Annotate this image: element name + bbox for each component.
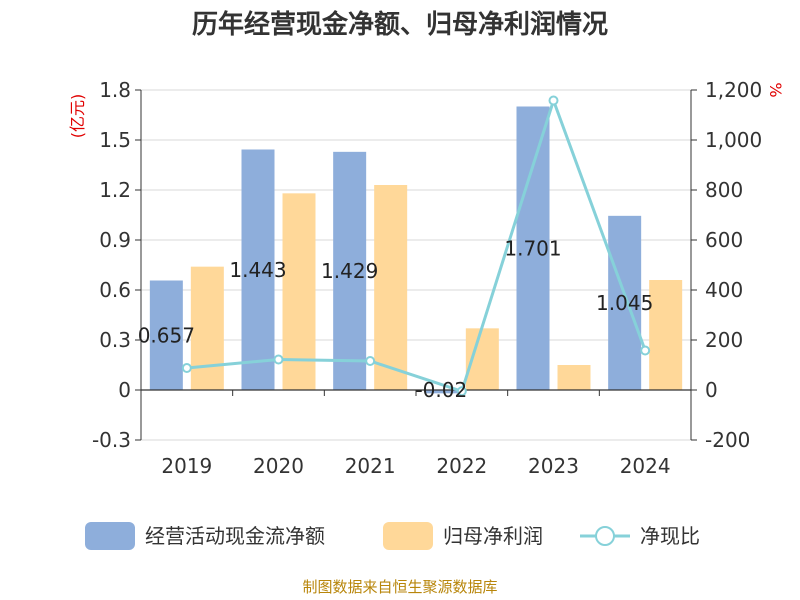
x-tick-label: 2019 [161, 454, 212, 478]
cashflow-bar [241, 149, 275, 390]
legend: 经营活动现金流净额 归母净利润 净现比 [85, 522, 700, 550]
right-axis-unit: % [766, 82, 785, 97]
right-tick-label: -200 [705, 428, 750, 452]
left-tick-label: 1.8 [99, 78, 131, 102]
source-note: 制图数据来自恒生聚源数据库 [302, 578, 497, 596]
legend-label: 净现比 [640, 524, 700, 548]
net-cash-ratio-line [186, 95, 647, 394]
cashflow-data-label: 1.701 [504, 236, 561, 260]
cashflow-bar [516, 106, 550, 390]
net-profit-bar [557, 365, 591, 390]
x-tick-label: 2020 [253, 454, 304, 478]
right-tick-label: 400 [705, 278, 743, 302]
cashflow-data-label: 1.045 [596, 291, 653, 315]
right-tick-label: 1,000 [705, 128, 762, 152]
net-profit-bar [649, 280, 683, 390]
right-tick-label: 800 [705, 178, 743, 202]
x-tick-label: 2023 [528, 454, 579, 478]
net-cash-ratio-point [365, 356, 376, 366]
right-tick-label: 600 [705, 228, 743, 252]
cashflow-data-label: 0.657 [138, 323, 195, 347]
net-cash-ratio-point [548, 95, 559, 106]
cashflow-data-label: -0.02 [415, 378, 467, 402]
x-tick-label: 2021 [345, 454, 396, 478]
legend-swatch [383, 522, 433, 550]
left-tick-label: -0.3 [92, 428, 131, 452]
right-tick-label: 0 [705, 378, 718, 402]
cashflow-bar [608, 215, 642, 390]
cashflow-bar [333, 151, 367, 390]
x-tick-label: 2024 [620, 454, 671, 478]
net-profit-bar [190, 266, 224, 390]
cashflow-bar [424, 390, 458, 394]
left-tick-label: 1.2 [99, 178, 131, 202]
left-tick-label: 0.9 [99, 228, 131, 252]
net-cash-ratio-point [456, 386, 467, 397]
left-tick-label: 1.5 [99, 128, 131, 152]
cashflow-bar [149, 280, 183, 390]
x-tick-label: 2022 [436, 454, 487, 478]
line-layer [181, 95, 651, 397]
net-profit-bar [374, 185, 408, 390]
axis-layer: -0.3 0 0.3 0.6 0.9 1.2 1.5 1.8 -200 0 200 400 600 800… [92, 78, 762, 478]
net-cash-ratio-point [273, 354, 284, 365]
right-tick-label: 1,200 [705, 78, 762, 102]
legend-label: 归母净利润 [443, 524, 543, 548]
legend-marker [595, 526, 615, 546]
right-tick-label: 200 [705, 328, 743, 352]
net-cash-ratio-point [640, 345, 651, 356]
left-tick-label: 0 [118, 378, 131, 402]
cashflow-data-label: 1.429 [321, 259, 378, 283]
legend-swatch [85, 522, 135, 550]
legend-label: 经营活动现金流净额 [145, 524, 325, 548]
label-layer: 0.657 1.443 1.429 -0.02 1.701 1.045 [138, 236, 654, 402]
net-profit-bar [282, 193, 316, 390]
left-axis-unit: (亿元) [68, 94, 87, 139]
chart-title: 历年经营现金净额、归母净利润情况 [192, 9, 608, 40]
left-tick-label: 0.6 [99, 278, 131, 302]
net-cash-ratio-point [181, 363, 192, 373]
bar-layer [149, 106, 683, 394]
cashflow-data-label: 1.443 [229, 258, 286, 282]
left-tick-label: 0.3 [99, 328, 131, 352]
